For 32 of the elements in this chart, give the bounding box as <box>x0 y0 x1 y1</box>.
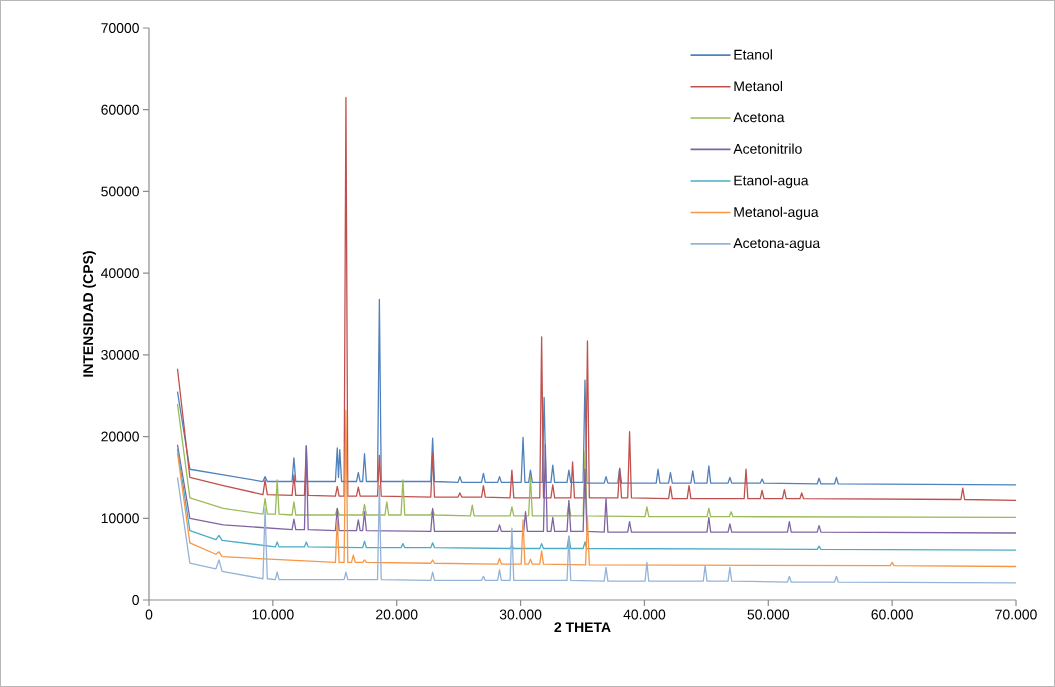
y-tick-label: 10000 <box>101 513 139 524</box>
x-axis-title: 2 THETA <box>554 622 611 632</box>
x-tick-label: 60.000 <box>871 609 913 620</box>
line-series <box>176 96 1017 501</box>
line-series <box>176 298 1017 486</box>
legend-label: Metanol-agua <box>734 206 819 220</box>
line-series <box>176 444 1017 534</box>
line-series <box>176 403 1017 519</box>
y-tick-label: 60000 <box>101 104 139 115</box>
legend-label: Acetona <box>733 112 785 123</box>
legend-label: Metanol <box>734 80 782 92</box>
y-tick-label: 70000 <box>101 23 139 33</box>
x-tick-label: 20.000 <box>376 609 418 620</box>
x-tick-label: 0 <box>145 609 153 620</box>
line-series <box>176 409 1017 568</box>
x-tick-label: 50.000 <box>747 609 790 620</box>
y-axis-title: INTENSIDAD (CPS) <box>82 251 96 377</box>
y-tick-label: 20000 <box>101 431 139 442</box>
y-tick-label: 50000 <box>101 186 139 197</box>
legend-label: Acetonitrilo <box>733 143 802 154</box>
x-tick-label: 10.000 <box>252 609 294 620</box>
line-series <box>176 476 1017 584</box>
x-tick-label: 70.000 <box>995 609 1037 620</box>
legend-label: Etanol-agua <box>734 175 809 189</box>
y-tick-label: 30000 <box>101 349 139 360</box>
x-tick-label: 40.000 <box>623 609 666 620</box>
legend-label: Etanol <box>734 49 772 60</box>
x-tick-label: 30.000 <box>499 609 542 620</box>
line-series <box>176 448 1017 551</box>
legend-label: Acetona-agua <box>733 238 821 251</box>
y-tick-label: 0 <box>132 595 139 605</box>
y-tick-label: 40000 <box>101 268 139 279</box>
